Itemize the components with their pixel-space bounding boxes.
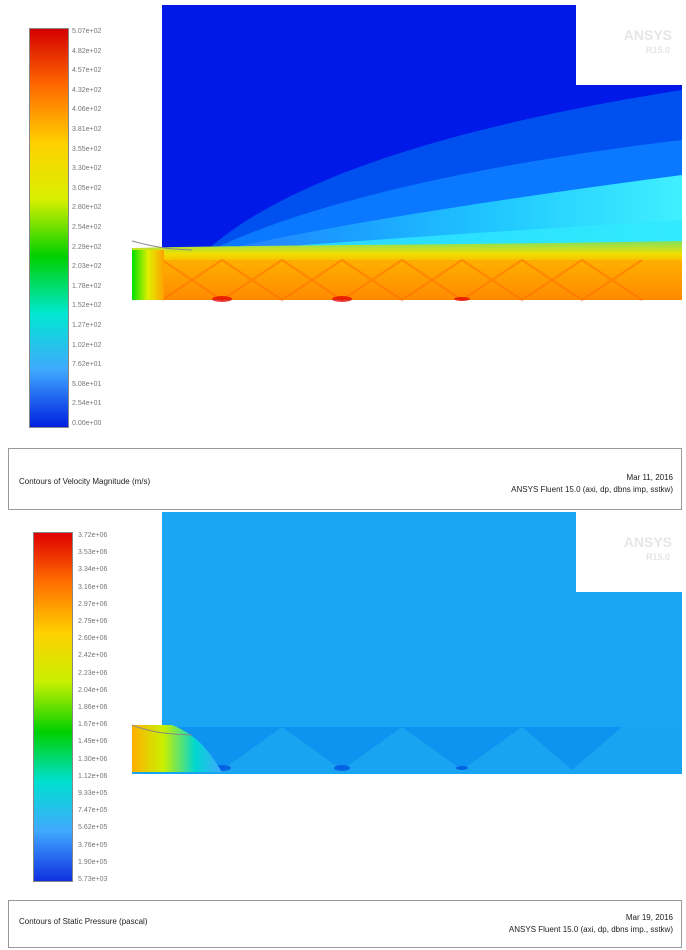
pressure-contour-panel: 3.72e+06 3.53e+06 3.34e+06 3.16e+06 2.97e+06… (0, 510, 686, 950)
colorbar-tick-label: 2.79e+06 (78, 618, 108, 625)
colorbar-tick-label: 3.76e+05 (78, 841, 108, 849)
colorbar-tick-label: 4.57e+02 (72, 67, 102, 75)
colorbar-tick-label: 1.67e+06 (78, 721, 108, 729)
pressure-colorbar (33, 532, 73, 882)
colorbar-tick-label: 5.08e+01 (72, 380, 102, 388)
ansys-logo-box: ANSYS R15.0 (576, 5, 682, 85)
colorbar-tick-label: 3.55e+02 (72, 145, 102, 153)
caption-date: Mar 19, 2016 (625, 913, 673, 922)
colorbar-tick-label: 7.62e+01 (72, 361, 102, 369)
caption-software: ANSYS Fluent 15.0 (axi, dp, dbns imp, ss… (511, 485, 673, 494)
colorbar-tick-label: 2.03e+02 (72, 263, 102, 271)
colorbar-tick-label: 3.72e+06 (78, 532, 108, 539)
colorbar-tick-label: 2.23e+06 (78, 669, 108, 677)
colorbar-tick-label: 7.47e+05 (78, 807, 108, 815)
colorbar-tick-label: 0.00e+00 (72, 420, 102, 427)
colorbar-tick-label: 4.82e+02 (72, 47, 102, 55)
logo-brand: ANSYS (623, 27, 672, 43)
velocity-contour-field (132, 5, 682, 302)
colorbar-tick-label: 3.05e+02 (72, 184, 102, 192)
colorbar-tick-label: 4.06e+02 (72, 106, 102, 114)
colorbar-tick-label: 2.04e+06 (78, 686, 108, 694)
colorbar-tick-label: 2.29e+02 (72, 243, 102, 251)
colorbar-tick-label: 1.90e+05 (78, 858, 108, 866)
velocity-colorbar-ticks: 5.07e+02 4.82e+02 4.57e+02 4.32e+02 4.06e+02… (72, 28, 142, 428)
colorbar-tick-label: 3.34e+06 (78, 566, 108, 574)
velocity-contour-panel: 5.07e+02 4.82e+02 4.57e+02 4.32e+02 4.06e+02… (8, 5, 682, 510)
colorbar-tick-label: 2.97e+06 (78, 600, 108, 608)
colorbar-tick-label: 3.81e+02 (72, 126, 102, 133)
colorbar-tick-label: 1.86e+06 (78, 704, 108, 711)
logo-version: R15.0 (645, 552, 670, 562)
colorbar-tick-label: 5.62e+05 (78, 824, 108, 832)
velocity-caption: Contours of Velocity Magnitude (m/s) Mar… (8, 448, 682, 510)
colorbar-tick-label: 1.12e+06 (78, 772, 108, 780)
colorbar-tick-label: 2.54e+02 (72, 224, 102, 231)
colorbar-tick-label: 3.16e+06 (78, 583, 108, 591)
velocity-colorbar (29, 28, 69, 428)
colorbar-tick-label: 5.07e+02 (72, 28, 102, 35)
caption-title: Contours of Velocity Magnitude (m/s) (19, 477, 151, 486)
logo-version: R15.0 (645, 45, 670, 55)
ansys-logo-box: ANSYS R15.0 (576, 512, 682, 592)
colorbar-tick-label: 2.80e+02 (72, 204, 102, 212)
colorbar-tick-label: 1.27e+02 (72, 322, 102, 329)
colorbar-tick-label: 3.30e+02 (72, 165, 102, 173)
colorbar-tick-label: 1.30e+06 (78, 755, 108, 763)
colorbar-tick-label: 1.49e+06 (78, 738, 108, 746)
colorbar-tick-label: 4.32e+02 (72, 86, 102, 94)
colorbar-tick-label: 9.33e+05 (78, 790, 108, 797)
logo-brand: ANSYS (623, 534, 672, 550)
caption-date: Mar 11, 2016 (626, 473, 673, 482)
caption-software: ANSYS Fluent 15.0 (axi, dp, dbns imp., s… (508, 925, 673, 934)
colorbar-tick-label: 3.53e+06 (78, 549, 108, 557)
colorbar-tick-label: 1.52e+02 (72, 302, 102, 310)
colorbar-tick-label: 2.54e+01 (72, 400, 102, 408)
colorbar-tick-label: 5.73e+03 (78, 876, 108, 883)
colorbar-tick-label: 2.60e+06 (78, 635, 108, 643)
colorbar-tick-label: 1.02e+02 (72, 341, 102, 349)
caption-title: Contours of Static Pressure (pascal) (19, 917, 148, 926)
colorbar-tick-label: 2.42e+06 (78, 652, 108, 660)
pressure-caption: Contours of Static Pressure (pascal) Mar… (8, 900, 682, 948)
pressure-colorbar-ticks: 3.72e+06 3.53e+06 3.34e+06 3.16e+06 2.97e+06… (78, 532, 148, 884)
colorbar-tick-label: 1.78e+02 (72, 282, 102, 290)
